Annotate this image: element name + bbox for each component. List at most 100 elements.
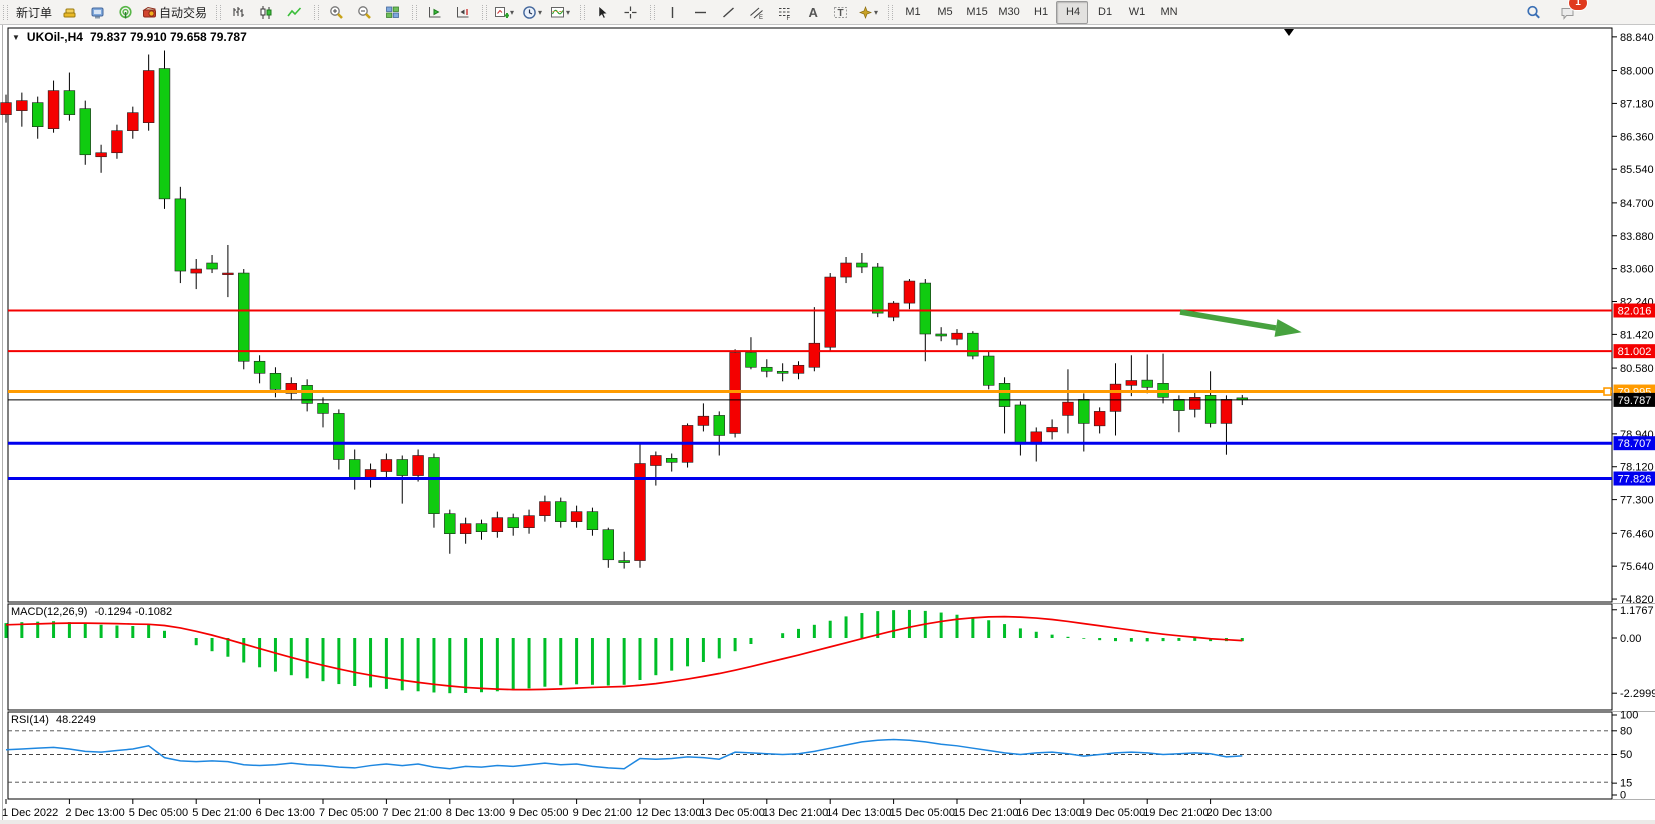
autotrading-button[interactable]: 自动交易 bbox=[139, 1, 210, 24]
chart-shift-marker[interactable] bbox=[1284, 29, 1294, 36]
arrows-button[interactable]: ▾ bbox=[854, 1, 882, 24]
new-chart-button-dropdown[interactable]: ▾ bbox=[510, 7, 515, 17]
vertical-line-button[interactable] bbox=[658, 1, 686, 24]
zoom-group bbox=[311, 0, 409, 24]
time-axis-label: 13 Dec 05:00 bbox=[699, 807, 764, 819]
rsi-tick-label: 80 bbox=[1620, 725, 1632, 737]
zoom-in-icon bbox=[329, 5, 343, 19]
chart-shift-button[interactable] bbox=[448, 1, 476, 24]
price-tick-label: 76.460 bbox=[1620, 528, 1654, 540]
zoom-out-button[interactable] bbox=[350, 1, 378, 24]
price-tick-label: 84.700 bbox=[1620, 198, 1654, 210]
zoom-in-button[interactable] bbox=[322, 1, 350, 24]
tile-windows-button[interactable] bbox=[378, 1, 406, 24]
periods-button-dropdown[interactable]: ▾ bbox=[538, 7, 543, 17]
tf-mn-button[interactable]: MN bbox=[1160, 6, 1178, 18]
tf-h1-button[interactable]: H1 bbox=[1034, 6, 1049, 18]
text-button[interactable]: A bbox=[798, 1, 826, 24]
new-chart-button[interactable]: ▾ bbox=[490, 1, 518, 24]
cursor-button[interactable] bbox=[588, 1, 616, 24]
current-price-flag: 79.787 bbox=[1613, 392, 1655, 407]
crosshair-icon bbox=[624, 6, 637, 18]
tf-m5-button[interactable]: M5 bbox=[937, 6, 953, 18]
add-group: ▾ ▾ ▾ bbox=[479, 0, 577, 24]
svg-text:82.016: 82.016 bbox=[1618, 306, 1652, 318]
price-tick-label: 86.360 bbox=[1620, 131, 1654, 143]
trendline-button[interactable] bbox=[714, 1, 742, 24]
candle bbox=[491, 511, 504, 538]
indicators-button-dropdown[interactable]: ▾ bbox=[566, 7, 571, 17]
price-tick-label: 87.180 bbox=[1620, 98, 1654, 110]
level-drag-handle[interactable] bbox=[1603, 387, 1612, 396]
price-tick-label: 85.540 bbox=[1620, 164, 1654, 176]
time-axis-label: 15 Dec 21:00 bbox=[953, 807, 1018, 819]
time-axis-label: 13 Dec 21:00 bbox=[763, 807, 828, 819]
time-axis-label: 16 Dec 13:00 bbox=[1016, 807, 1081, 819]
chart-panel bbox=[7, 603, 1613, 711]
window-bottom-strip bbox=[0, 820, 1655, 824]
arrows-button-dropdown[interactable]: ▾ bbox=[874, 7, 879, 17]
tf-w1-button[interactable]: W1 bbox=[1128, 6, 1146, 18]
periods-button[interactable]: ▾ bbox=[518, 1, 546, 24]
time-axis-label: 8 Dec 13:00 bbox=[446, 807, 505, 819]
macd-histogram bbox=[4, 609, 1244, 694]
candle bbox=[174, 186, 187, 284]
text-label-button[interactable]: T bbox=[826, 1, 854, 24]
candlestick-button[interactable] bbox=[252, 1, 280, 24]
terminal-button[interactable] bbox=[83, 1, 111, 24]
candle bbox=[253, 355, 266, 384]
tf-d1-button[interactable]: D1 bbox=[1098, 6, 1113, 18]
chart-panel bbox=[7, 27, 1613, 603]
candle bbox=[63, 72, 76, 121]
level-price-flag: 82.016 bbox=[1613, 303, 1655, 318]
svg-text:79.787: 79.787 bbox=[1618, 395, 1652, 407]
candle bbox=[16, 92, 28, 127]
tf-m1-button[interactable]: M1 bbox=[905, 6, 921, 18]
candle bbox=[1189, 391, 1201, 418]
candle bbox=[761, 359, 773, 378]
candle bbox=[428, 453, 440, 528]
line-chart-button[interactable] bbox=[280, 1, 308, 24]
fibonacci-button[interactable]: F bbox=[770, 1, 798, 24]
macd-indicator-label: MACD(12,26,9) -0.1294 -0.1082 bbox=[11, 606, 176, 618]
indicators-button[interactable]: ▾ bbox=[546, 1, 574, 24]
signal-button[interactable] bbox=[111, 1, 139, 24]
rsi-name: RSI(14) bbox=[11, 714, 49, 726]
signal-icon bbox=[118, 5, 132, 18]
search-icon bbox=[1526, 5, 1540, 19]
svg-text:T: T bbox=[837, 8, 843, 19]
svg-text:77.826: 77.826 bbox=[1618, 474, 1652, 486]
auto-scroll-button[interactable] bbox=[420, 1, 448, 24]
time-axis-label: 5 Dec 21:00 bbox=[192, 807, 251, 819]
candle bbox=[475, 519, 488, 540]
line-chart-icon bbox=[286, 6, 301, 16]
crosshair-button[interactable] bbox=[616, 1, 644, 24]
candle bbox=[998, 377, 1011, 434]
time-axis-label: 14 Dec 13:00 bbox=[826, 807, 891, 819]
label-icon: T bbox=[833, 6, 847, 19]
svg-text:E: E bbox=[759, 15, 763, 20]
candle bbox=[618, 551, 630, 569]
trend-arrow-annotation[interactable] bbox=[1179, 309, 1302, 337]
main-toolbar: 新订单 自动交易 ▾ ▾ ▾ E F A T ▾ M1 M5 M15 M30 H1 H4 D1 W1 MN 1 bbox=[0, 0, 1655, 25]
tf-h4-button[interactable]: H4 bbox=[1056, 0, 1089, 24]
notifications-button[interactable]: 1 bbox=[1553, 0, 1588, 24]
tf-m30-button[interactable]: M30 bbox=[998, 6, 1020, 18]
candle bbox=[555, 497, 567, 528]
candle bbox=[206, 255, 218, 274]
tf-m15-button[interactable]: M15 bbox=[966, 6, 988, 18]
candle bbox=[47, 80, 60, 133]
candle bbox=[570, 505, 583, 528]
indicators-icon bbox=[551, 6, 565, 17]
time-axis: 1 Dec 2022 2 Dec 13:00 5 Dec 05:00 5 Dec 21… bbox=[2, 799, 1272, 819]
bar-chart-button[interactable] bbox=[224, 1, 252, 24]
horizontal-line-button[interactable] bbox=[686, 1, 714, 24]
equidistant-channel-button[interactable]: E bbox=[742, 1, 770, 24]
gold-chart-button[interactable] bbox=[55, 1, 83, 24]
new-order-button[interactable]: 新订单 bbox=[16, 5, 53, 20]
search-button[interactable] bbox=[1519, 1, 1547, 24]
candle bbox=[238, 269, 250, 370]
one-click-trading-toggle[interactable]: ▼ bbox=[12, 32, 20, 42]
candle bbox=[222, 244, 234, 298]
